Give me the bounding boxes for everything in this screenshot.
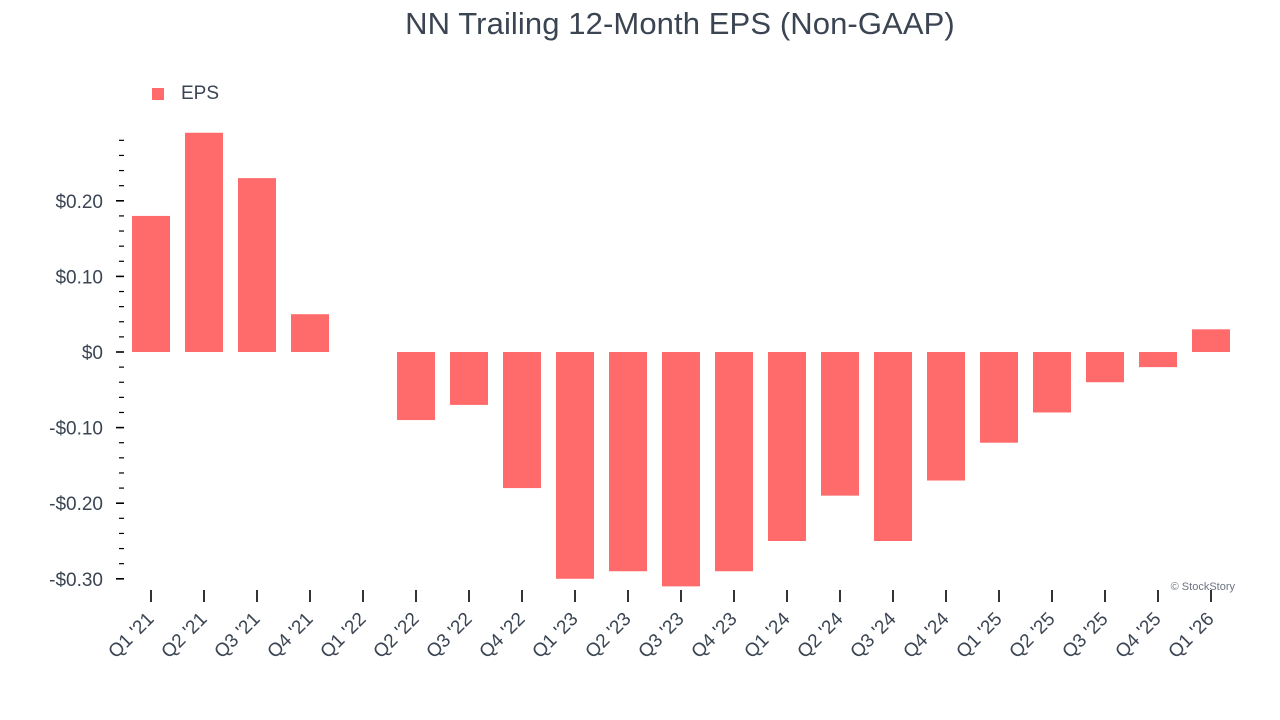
x-tick-label: Q1 '21 [105, 609, 159, 663]
x-tick-label: Q2 '24 [794, 608, 848, 662]
x-tick-label: Q2 '25 [1006, 609, 1060, 663]
x-tick-label: Q3 '25 [1059, 609, 1113, 663]
legend-label-eps: EPS [181, 83, 219, 104]
x-tick-label: Q3 '23 [635, 609, 689, 663]
bar [609, 352, 647, 572]
y-axis: $0.20 $0.10 $0 -$0.10 -$0.20 -$0.30 [49, 139, 124, 591]
x-tick-label: Q3 '22 [423, 609, 477, 663]
bar [980, 352, 1018, 443]
bar [715, 352, 753, 572]
x-tick-label: Q2 '23 [582, 609, 636, 663]
x-tick-label: Q1 '22 [317, 609, 371, 663]
bar [1192, 329, 1230, 352]
x-tick-label: Q1 '26 [1165, 609, 1219, 663]
x-tick-label: Q4 '21 [264, 609, 318, 663]
y-tick-label: -$0.30 [49, 570, 103, 591]
bar [821, 352, 859, 496]
bar [397, 352, 435, 421]
bar [662, 352, 700, 587]
x-tick-label: Q4 '22 [476, 609, 530, 663]
bar [927, 352, 965, 481]
bar [450, 352, 488, 405]
y-tick-label: $0.20 [55, 192, 103, 213]
legend-swatch-eps [152, 88, 164, 100]
bar [556, 352, 594, 579]
x-tick-label: Q3 '24 [847, 608, 901, 662]
bar [768, 352, 806, 541]
y-tick-label: -$0.10 [49, 419, 103, 440]
x-tick-label: Q4 '23 [688, 609, 742, 663]
bar [185, 132, 223, 352]
x-tick-label: Q1 '24 [741, 608, 795, 662]
bar [503, 352, 541, 489]
x-tick-label: Q2 '21 [158, 609, 212, 663]
x-tick-label: Q1 '23 [529, 609, 583, 663]
x-tick-label: Q2 '22 [370, 609, 424, 663]
bar [1086, 352, 1124, 383]
y-tick-label: $0 [82, 343, 103, 364]
x-tick-label: Q4 '24 [900, 608, 954, 662]
y-tick-label: $0.10 [55, 267, 103, 288]
bar [238, 178, 276, 352]
bar [874, 352, 912, 541]
legend: EPS [152, 83, 219, 104]
bar [132, 215, 170, 352]
x-tick-label: Q1 '25 [953, 609, 1007, 663]
credit-text: © StockStory [1171, 581, 1236, 593]
bars [132, 132, 1230, 587]
y-tick-label: -$0.20 [49, 494, 103, 515]
x-tick-label: Q4 '25 [1112, 609, 1166, 663]
bar [1139, 352, 1177, 368]
bar [291, 314, 329, 352]
x-tick-label: Q3 '21 [211, 609, 265, 663]
bar [1033, 352, 1071, 413]
chart-title: NN Trailing 12-Month EPS (Non-GAAP) [405, 6, 955, 41]
